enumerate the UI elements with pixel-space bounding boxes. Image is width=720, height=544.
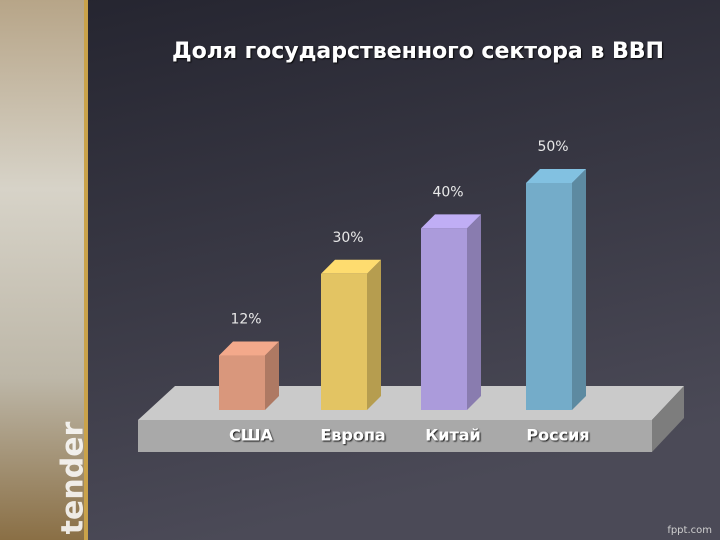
footer: fppt.com (667, 525, 712, 536)
value-label: 40% (432, 184, 463, 200)
side-image (0, 0, 86, 540)
platform-front (138, 420, 652, 452)
bar-side (265, 341, 279, 410)
bar-side (467, 214, 481, 410)
bar-side (367, 259, 381, 410)
value-label: 12% (230, 312, 261, 328)
x-tick-label: Россия (526, 426, 589, 445)
x-tick-label: Европа (320, 426, 385, 445)
side-divider (84, 0, 88, 540)
bar-top (421, 214, 481, 229)
x-tick-label: Китай (425, 426, 481, 445)
bar (219, 355, 265, 410)
bar (321, 273, 367, 410)
bar-side (572, 169, 586, 410)
bar (526, 183, 572, 410)
x-tick-label: США (229, 426, 274, 445)
side-label: tender (56, 421, 91, 534)
bar-top (219, 341, 279, 356)
value-label: 50% (537, 139, 568, 155)
value-label: 30% (332, 230, 363, 246)
bar (421, 228, 467, 410)
bar-top (321, 259, 381, 274)
chart-title: Доля государственного сектора в ВВП (172, 39, 664, 64)
bar-top (526, 169, 586, 183)
platform-side (652, 386, 684, 452)
